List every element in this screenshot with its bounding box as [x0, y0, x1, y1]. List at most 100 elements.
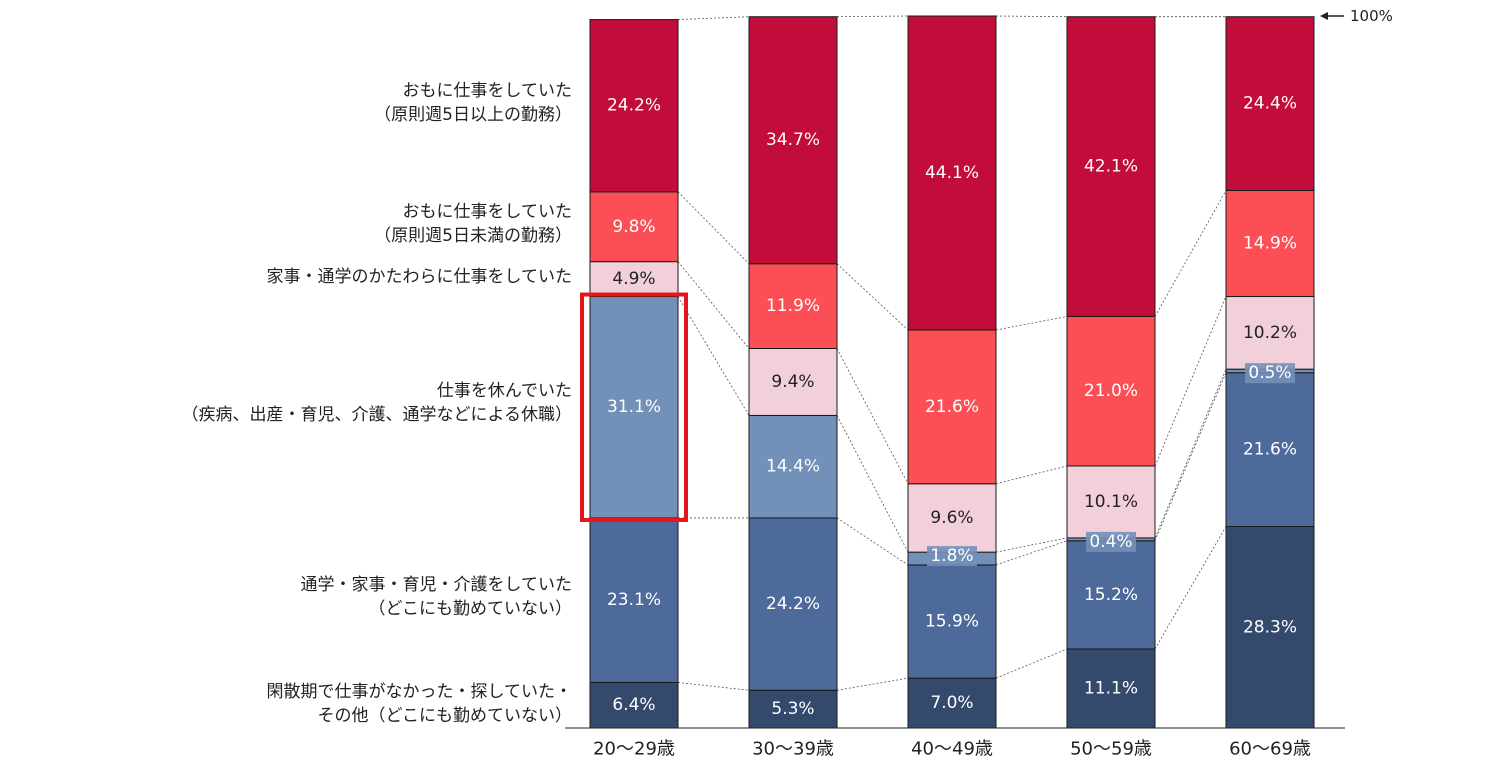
series-label: 通学・家事・育児・介護をしていた: [301, 575, 573, 595]
connector-line: [995, 537, 1068, 553]
bar-segment: [748, 414, 838, 519]
series-label: おもに仕事をしていた: [403, 81, 573, 101]
category-label: 60〜69歳: [1229, 739, 1311, 760]
bar-segment: [589, 517, 679, 683]
highlight-box: [580, 292, 688, 522]
bar-segment: [748, 348, 838, 416]
data-label-bg: [927, 546, 977, 567]
data-label: 34.7%: [766, 130, 820, 150]
connector-line: [1154, 526, 1227, 650]
connector-line: [1154, 368, 1227, 539]
connector-line: [836, 263, 909, 331]
bar-segment: [907, 677, 997, 729]
data-label: 42.1%: [1084, 157, 1138, 177]
data-label: 11.1%: [1084, 678, 1138, 698]
bar-segment: [1225, 372, 1315, 528]
bar-segment: [589, 19, 679, 193]
series-label: （疾病、出産・育児、介護、通学などによる休職）: [182, 405, 573, 425]
data-label: 0.5%: [1248, 363, 1291, 383]
data-label: 23.1%: [607, 590, 661, 610]
data-label: 28.3%: [1243, 617, 1297, 637]
series-label: おもに仕事をしていた: [403, 202, 573, 222]
series-label: （原則週5日以上の勤務）: [374, 105, 572, 125]
data-label: 9.8%: [612, 217, 655, 237]
bar-segment: [1066, 648, 1156, 729]
data-label: 4.9%: [612, 269, 655, 289]
connector-line: [995, 648, 1068, 679]
connector-lines: [677, 15, 1227, 691]
series-label: 家事・通学のかたわらに仕事をしていた: [267, 267, 573, 287]
data-label: 1.8%: [930, 546, 973, 566]
category-label: 50〜59歳: [1070, 739, 1152, 760]
connector-line: [836, 517, 909, 566]
series-label: 仕事を休んでいた: [437, 381, 572, 401]
series-label: （原則週5日未満の勤務）: [374, 226, 572, 246]
bar-segment: [589, 191, 679, 263]
data-label: 5.3%: [771, 699, 814, 719]
bar-segment: [748, 263, 838, 350]
bar-segment: [748, 517, 838, 691]
data-label: 24.2%: [607, 96, 661, 116]
data-label: 24.2%: [766, 594, 820, 614]
data-label: 44.1%: [925, 163, 979, 183]
bar-segment: [1225, 16, 1315, 191]
connector-line: [1154, 372, 1227, 541]
data-label: 15.2%: [1084, 585, 1138, 605]
connector-line: [677, 191, 750, 265]
bar-segment: [748, 689, 838, 729]
data-label: 6.4%: [612, 695, 655, 715]
top-marker-label: 100%: [1350, 7, 1393, 25]
connector-line: [836, 677, 909, 691]
series-label: （どこにも勤めていない）: [369, 599, 573, 619]
bar-segment: [1225, 189, 1315, 298]
data-label: 24.4%: [1243, 94, 1297, 114]
connector-line: [995, 465, 1068, 485]
connector-line: [677, 296, 750, 416]
bar-segment: [907, 483, 997, 553]
connector-line: [836, 415, 909, 553]
category-axis: 20〜29歳 30〜39歳 40〜49歳 50〜59歳 60〜69歳: [565, 727, 1345, 760]
bar-segment: [907, 15, 997, 331]
bar-segment: [1225, 296, 1315, 370]
connector-line: [995, 15, 1068, 18]
bar-segment: [907, 564, 997, 679]
data-label: 21.6%: [925, 397, 979, 417]
data-label: 0.4%: [1089, 532, 1132, 552]
series-label: その他（どこにも勤めていない）: [318, 706, 573, 726]
connector-line: [677, 682, 750, 691]
data-label: 14.4%: [766, 457, 820, 477]
connector-line: [836, 15, 909, 18]
category-label: 30〜39歳: [752, 739, 834, 760]
data-label: 15.9%: [925, 612, 979, 632]
data-label-bg: [1086, 531, 1136, 552]
annotations: 100%: [580, 7, 1393, 522]
data-label: 7.0%: [930, 693, 973, 713]
data-label: 10.1%: [1084, 492, 1138, 512]
connector-line: [677, 261, 750, 349]
series-labels: 閑散期で仕事がなかった・探していた・その他（どこにも勤めていない） 通学・家事・育…: [182, 81, 573, 726]
bar-segment: [1225, 526, 1315, 729]
data-label: 21.0%: [1084, 381, 1138, 401]
data-label: 14.9%: [1243, 233, 1297, 253]
bar-segment: [748, 16, 838, 265]
bar-segment: [1066, 540, 1156, 650]
data-label: 10.2%: [1243, 323, 1297, 343]
data-label: 11.9%: [766, 296, 820, 316]
bar-segment: [1066, 16, 1156, 317]
bars: 6.4% 23.1% 31.1% 4.9% 9.8% 24.2% 5.3% 24.2% 14.4…: [589, 15, 1315, 729]
data-label: 9.4%: [771, 372, 814, 392]
connector-line: [1154, 296, 1227, 467]
connector-line: [995, 316, 1068, 331]
bar-segment: [1066, 315, 1156, 467]
data-label-bg: [1245, 363, 1295, 384]
category-label: 40〜49歳: [911, 739, 993, 760]
category-label: 20〜29歳: [593, 739, 675, 760]
bar-segment: [589, 681, 679, 729]
series-label: 閑散期で仕事がなかった・探していた・: [267, 682, 573, 702]
connector-line: [836, 348, 909, 484]
data-label: 21.6%: [1243, 440, 1297, 460]
connector-line: [995, 540, 1068, 566]
connector-line: [1154, 190, 1227, 317]
arrow-head-icon: [1320, 12, 1328, 20]
